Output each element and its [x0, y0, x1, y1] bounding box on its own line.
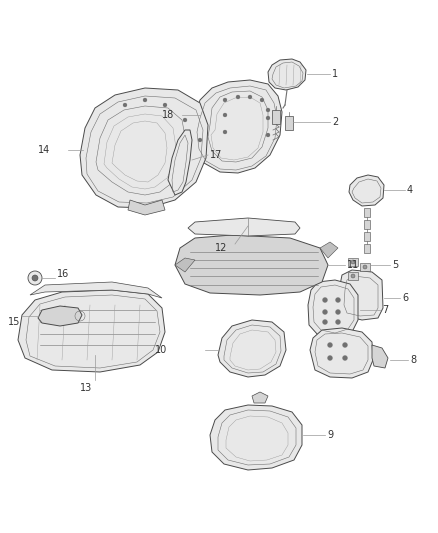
- Circle shape: [336, 310, 340, 314]
- Text: 5: 5: [392, 260, 398, 270]
- Text: 15: 15: [7, 317, 20, 327]
- Polygon shape: [272, 110, 280, 124]
- Polygon shape: [38, 306, 82, 326]
- Circle shape: [266, 116, 270, 120]
- Circle shape: [266, 108, 270, 112]
- Circle shape: [322, 297, 328, 303]
- Circle shape: [223, 130, 227, 134]
- Polygon shape: [320, 242, 338, 258]
- Polygon shape: [364, 244, 370, 253]
- Polygon shape: [18, 290, 165, 372]
- Polygon shape: [168, 130, 192, 195]
- Circle shape: [223, 113, 227, 117]
- Circle shape: [143, 98, 147, 102]
- Polygon shape: [252, 392, 268, 403]
- Circle shape: [223, 98, 227, 102]
- Polygon shape: [285, 116, 293, 130]
- Text: 4: 4: [407, 185, 413, 195]
- Polygon shape: [175, 235, 328, 295]
- Circle shape: [322, 310, 328, 314]
- Polygon shape: [80, 88, 208, 208]
- Circle shape: [328, 343, 332, 348]
- Text: 10: 10: [155, 345, 167, 355]
- Circle shape: [343, 356, 347, 360]
- Circle shape: [363, 265, 367, 269]
- Polygon shape: [268, 59, 306, 90]
- Circle shape: [343, 343, 347, 348]
- Polygon shape: [364, 208, 370, 217]
- Circle shape: [32, 275, 38, 281]
- Text: 2: 2: [332, 117, 338, 127]
- Circle shape: [351, 260, 355, 264]
- Text: 17: 17: [210, 150, 223, 160]
- Text: 12: 12: [215, 243, 227, 253]
- Polygon shape: [372, 345, 388, 368]
- Text: 16: 16: [57, 269, 69, 279]
- Polygon shape: [360, 263, 370, 271]
- Circle shape: [123, 103, 127, 107]
- Polygon shape: [210, 405, 302, 470]
- Circle shape: [322, 319, 328, 325]
- Polygon shape: [188, 218, 300, 236]
- Circle shape: [266, 133, 270, 137]
- Polygon shape: [348, 258, 358, 266]
- Text: 9: 9: [327, 430, 333, 440]
- Polygon shape: [308, 280, 358, 337]
- Text: 14: 14: [38, 145, 50, 155]
- Polygon shape: [128, 200, 165, 215]
- Circle shape: [236, 95, 240, 99]
- Polygon shape: [30, 282, 162, 298]
- Polygon shape: [193, 80, 282, 173]
- Polygon shape: [218, 320, 286, 377]
- Text: 13: 13: [80, 383, 92, 393]
- Circle shape: [198, 138, 202, 142]
- Text: 7: 7: [382, 305, 388, 315]
- Circle shape: [248, 95, 252, 99]
- Circle shape: [183, 118, 187, 122]
- Circle shape: [336, 297, 340, 303]
- Text: 8: 8: [410, 355, 416, 365]
- Polygon shape: [310, 328, 373, 378]
- Text: 1: 1: [332, 69, 338, 79]
- Polygon shape: [364, 220, 370, 229]
- Circle shape: [328, 356, 332, 360]
- Circle shape: [351, 274, 355, 278]
- Polygon shape: [348, 272, 358, 280]
- Text: 18: 18: [162, 110, 174, 120]
- Circle shape: [28, 271, 42, 285]
- Polygon shape: [340, 270, 383, 320]
- Polygon shape: [175, 258, 195, 272]
- Circle shape: [260, 98, 264, 102]
- Text: 11: 11: [347, 260, 359, 270]
- Circle shape: [336, 319, 340, 325]
- Polygon shape: [349, 175, 384, 206]
- Text: 6: 6: [402, 293, 408, 303]
- Polygon shape: [364, 232, 370, 241]
- Circle shape: [163, 103, 167, 107]
